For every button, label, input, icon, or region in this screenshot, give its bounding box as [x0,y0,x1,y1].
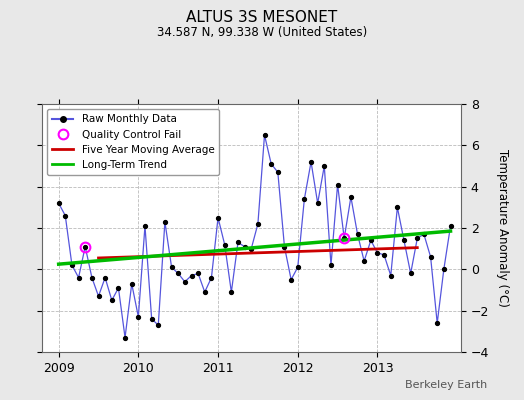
Text: 34.587 N, 99.338 W (United States): 34.587 N, 99.338 W (United States) [157,26,367,39]
Y-axis label: Temperature Anomaly (°C): Temperature Anomaly (°C) [496,149,509,307]
Legend: Raw Monthly Data, Quality Control Fail, Five Year Moving Average, Long-Term Tren: Raw Monthly Data, Quality Control Fail, … [47,109,220,175]
Text: Berkeley Earth: Berkeley Earth [405,380,487,390]
Text: ALTUS 3S MESONET: ALTUS 3S MESONET [187,10,337,25]
